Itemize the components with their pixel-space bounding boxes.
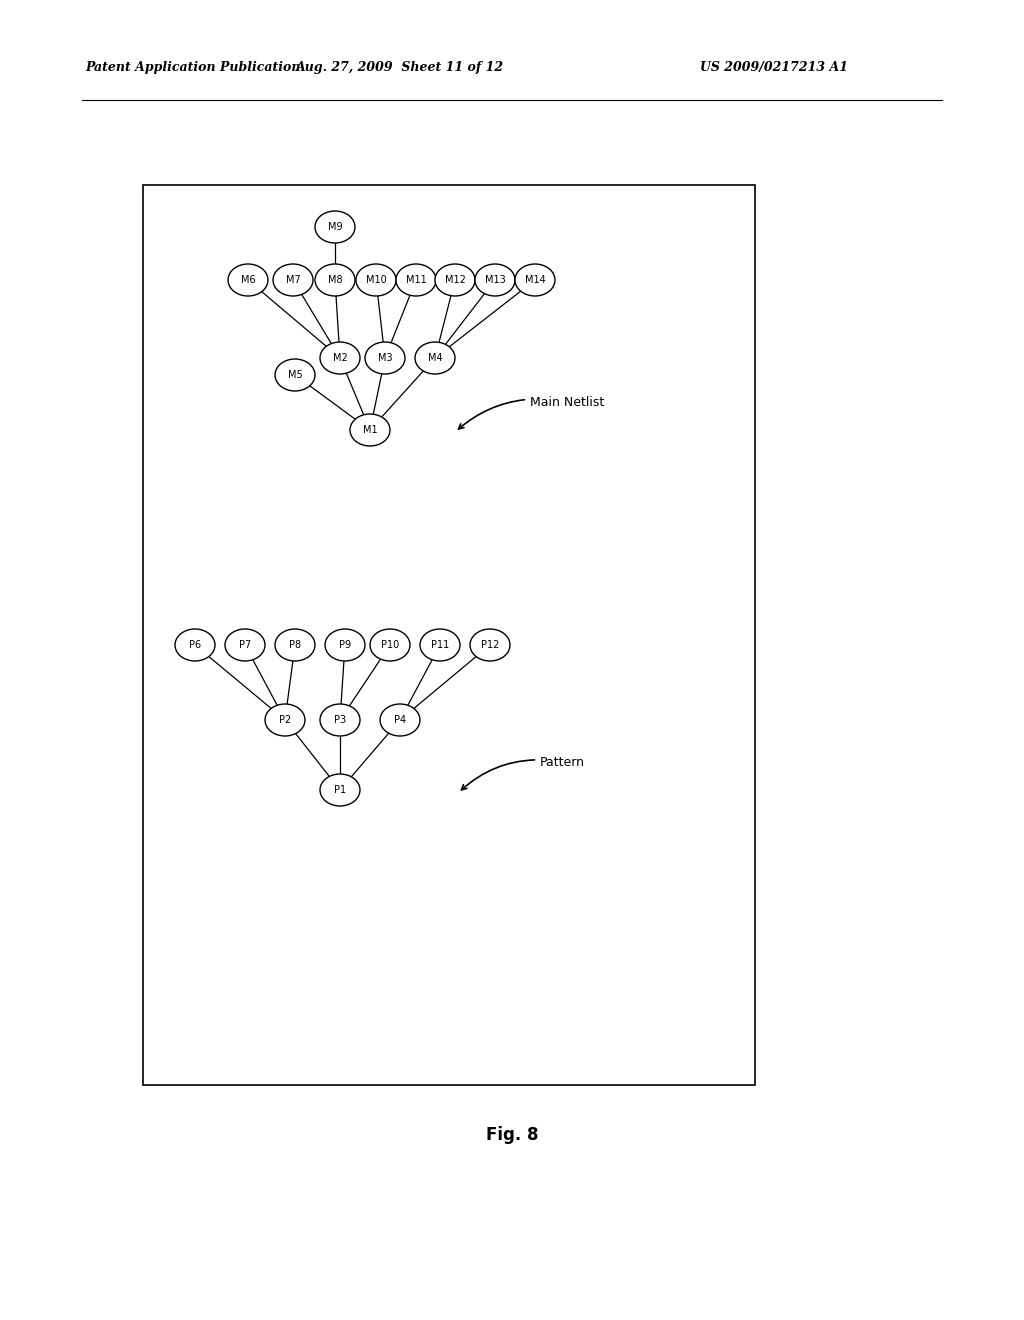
Text: Aug. 27, 2009  Sheet 11 of 12: Aug. 27, 2009 Sheet 11 of 12 bbox=[296, 62, 504, 74]
Text: M6: M6 bbox=[241, 275, 255, 285]
Text: P8: P8 bbox=[289, 640, 301, 649]
Ellipse shape bbox=[265, 704, 305, 737]
Ellipse shape bbox=[515, 264, 555, 296]
Text: M3: M3 bbox=[378, 352, 392, 363]
Text: Fig. 8: Fig. 8 bbox=[485, 1126, 539, 1144]
Ellipse shape bbox=[475, 264, 515, 296]
Text: P6: P6 bbox=[189, 640, 201, 649]
Text: P11: P11 bbox=[431, 640, 450, 649]
Ellipse shape bbox=[319, 774, 360, 807]
Text: P7: P7 bbox=[239, 640, 251, 649]
Text: P9: P9 bbox=[339, 640, 351, 649]
Ellipse shape bbox=[396, 264, 436, 296]
Text: US 2009/0217213 A1: US 2009/0217213 A1 bbox=[700, 62, 848, 74]
Text: M13: M13 bbox=[484, 275, 506, 285]
Ellipse shape bbox=[365, 342, 406, 374]
Text: P10: P10 bbox=[381, 640, 399, 649]
Text: P12: P12 bbox=[481, 640, 499, 649]
Text: Main Netlist: Main Netlist bbox=[459, 396, 604, 429]
Ellipse shape bbox=[319, 704, 360, 737]
Ellipse shape bbox=[228, 264, 268, 296]
Text: M5: M5 bbox=[288, 370, 302, 380]
Text: Patent Application Publication: Patent Application Publication bbox=[85, 62, 300, 74]
Text: M1: M1 bbox=[362, 425, 377, 436]
Ellipse shape bbox=[275, 359, 315, 391]
Text: P3: P3 bbox=[334, 715, 346, 725]
Ellipse shape bbox=[315, 211, 355, 243]
Text: P4: P4 bbox=[394, 715, 407, 725]
Ellipse shape bbox=[273, 264, 313, 296]
Ellipse shape bbox=[275, 630, 315, 661]
Text: P2: P2 bbox=[279, 715, 291, 725]
Text: Pattern: Pattern bbox=[462, 755, 585, 789]
Ellipse shape bbox=[435, 264, 475, 296]
Ellipse shape bbox=[315, 264, 355, 296]
Ellipse shape bbox=[325, 630, 365, 661]
Ellipse shape bbox=[380, 704, 420, 737]
Ellipse shape bbox=[350, 414, 390, 446]
Text: M7: M7 bbox=[286, 275, 300, 285]
Ellipse shape bbox=[356, 264, 396, 296]
Ellipse shape bbox=[420, 630, 460, 661]
Ellipse shape bbox=[175, 630, 215, 661]
Text: M10: M10 bbox=[366, 275, 386, 285]
Text: M9: M9 bbox=[328, 222, 342, 232]
Ellipse shape bbox=[225, 630, 265, 661]
Text: M4: M4 bbox=[428, 352, 442, 363]
Ellipse shape bbox=[415, 342, 455, 374]
Text: P1: P1 bbox=[334, 785, 346, 795]
Bar bbox=[143, 185, 755, 1085]
Text: M12: M12 bbox=[444, 275, 466, 285]
Text: M2: M2 bbox=[333, 352, 347, 363]
Text: M14: M14 bbox=[524, 275, 546, 285]
Ellipse shape bbox=[370, 630, 410, 661]
Text: M11: M11 bbox=[406, 275, 426, 285]
Ellipse shape bbox=[470, 630, 510, 661]
Text: M8: M8 bbox=[328, 275, 342, 285]
Ellipse shape bbox=[319, 342, 360, 374]
